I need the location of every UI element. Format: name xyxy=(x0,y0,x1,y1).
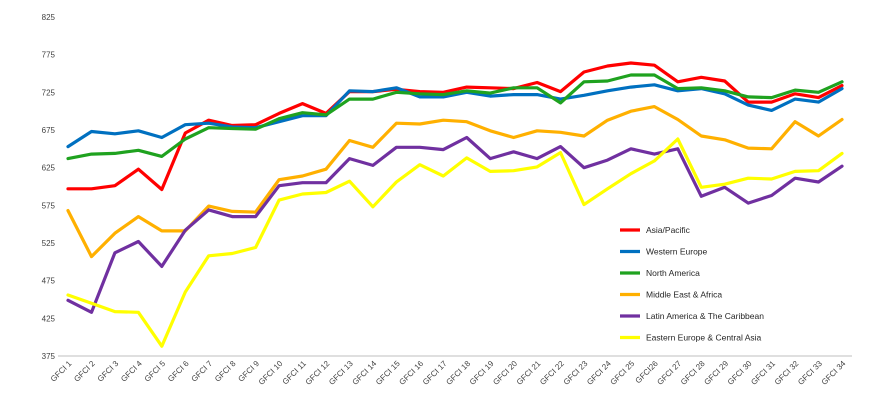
x-tick-label: GFCI 28 xyxy=(679,359,707,387)
y-tick-label: 725 xyxy=(42,88,56,97)
x-tick-label: GFCI 12 xyxy=(304,359,332,387)
x-tick-label: GFCI 30 xyxy=(726,359,754,387)
legend-label: Asia/Pacific xyxy=(646,225,691,235)
y-tick-label: 575 xyxy=(42,201,56,210)
x-tick-label: GFCI 32 xyxy=(773,359,801,387)
series-line-5 xyxy=(66,137,844,348)
x-tick-label: GFCI 13 xyxy=(327,359,355,387)
x-tick-label: GFCI 33 xyxy=(796,359,824,387)
legend-label: Eastern Europe & Central Asia xyxy=(646,333,762,343)
x-tick-label: GFCI 17 xyxy=(421,359,449,387)
x-tick-label: GFCI 27 xyxy=(655,359,683,387)
x-tick-label: GFCI 18 xyxy=(444,359,472,387)
x-tick-label: GFCI 20 xyxy=(491,359,519,387)
series-line-0 xyxy=(66,61,844,192)
legend-label: North America xyxy=(646,268,700,278)
x-tick-label: GFCI 3 xyxy=(96,359,121,384)
y-tick-label: 675 xyxy=(42,126,56,135)
x-tick-label: GFCI 1 xyxy=(49,359,74,384)
legend-label: Western Europe xyxy=(646,247,708,257)
series-line-1 xyxy=(66,83,844,149)
x-tick-label: GFCI 16 xyxy=(397,359,425,387)
legend-label: Middle East & Africa xyxy=(646,290,722,300)
y-tick-label: 525 xyxy=(42,239,56,248)
x-tick-label: GFCI 14 xyxy=(351,359,379,387)
x-tick-label: GFCI 7 xyxy=(190,359,215,384)
x-tick-label: GFCI 2 xyxy=(72,359,97,384)
x-tick-label: GFCI 6 xyxy=(166,359,191,384)
y-tick-label: 375 xyxy=(42,352,56,361)
x-tick-label: GFCI 10 xyxy=(257,359,285,387)
x-tick-label: GFCI 19 xyxy=(468,359,496,387)
series-line-4 xyxy=(66,135,844,314)
y-tick-label: 475 xyxy=(42,277,56,286)
series-lines xyxy=(66,61,844,348)
x-tick-label: GFCI 15 xyxy=(374,359,402,387)
x-tick-label: GFCI 25 xyxy=(609,359,637,387)
x-tick-label: GFCI 31 xyxy=(749,359,777,387)
x-tick-label: GFCI 22 xyxy=(538,359,566,387)
x-tick-label: GFCI 21 xyxy=(515,359,543,387)
x-tick-label: GFCI 29 xyxy=(702,359,730,387)
x-tick-label: GFCI 24 xyxy=(585,359,613,387)
y-tick-label: 775 xyxy=(42,51,56,60)
series-line-2 xyxy=(66,73,844,161)
y-tick-label: 825 xyxy=(42,13,56,22)
x-tick-label: GFCI 5 xyxy=(143,359,168,384)
legend: Asia/Pacific Western Europe North America M… xyxy=(620,225,764,343)
y-axis-tick-labels: 375 425 475 525 575 625 675 725 775 825 xyxy=(42,13,56,361)
legend-label: Latin America & The Caribbean xyxy=(646,311,764,321)
x-tick-label: GFCI 23 xyxy=(562,359,590,387)
y-tick-label: 625 xyxy=(42,164,56,173)
x-tick-label: GFCI 4 xyxy=(119,359,144,384)
x-tick-label: GFCI 34 xyxy=(820,359,848,387)
y-tick-label: 425 xyxy=(42,314,56,323)
x-tick-label: GFCI 8 xyxy=(213,359,238,384)
